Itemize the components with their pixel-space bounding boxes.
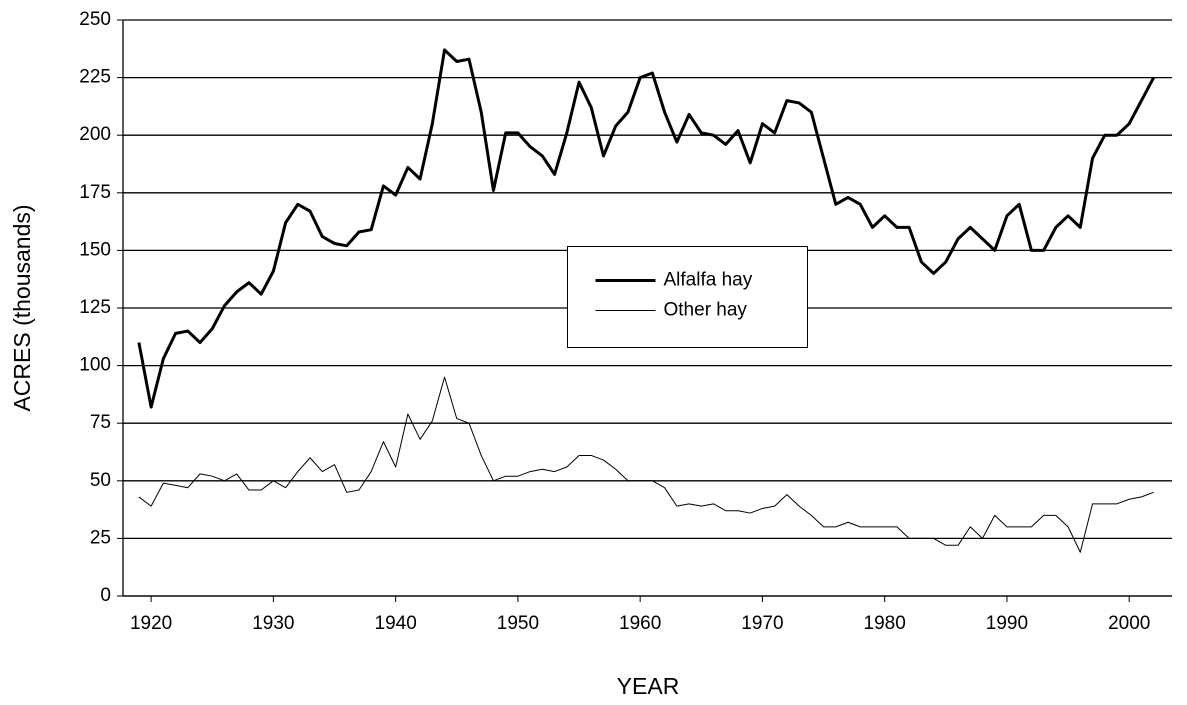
y-tick-label: 250 [79, 9, 111, 30]
y-tick-label: 200 [79, 124, 111, 145]
x-tick-label: 1950 [497, 613, 539, 634]
y-tick-label: 50 [90, 470, 111, 491]
y-tick-label: 125 [79, 297, 111, 318]
y-tick-label: 25 [90, 527, 111, 548]
y-axis-label: ACRES (thousands) [9, 204, 35, 411]
data-line [138, 376, 1154, 553]
x-tick-label: 1930 [252, 613, 294, 634]
x-tick-label: 1960 [619, 613, 661, 634]
legend-label: Other hay [664, 300, 748, 321]
legend-label: Alfalfa hay [664, 270, 753, 291]
x-tick-label: 1940 [375, 613, 417, 634]
y-tick-label: 175 [79, 182, 111, 203]
x-tick-label: 1970 [741, 613, 783, 634]
y-tick-label: 0 [100, 585, 111, 606]
data-line [137, 48, 1155, 409]
y-tick-label: 150 [79, 239, 111, 260]
x-tick-label: 2000 [1108, 613, 1150, 634]
y-tick-label: 75 [90, 412, 111, 433]
y-tick-label: 100 [79, 355, 111, 376]
x-tick-label: 1990 [986, 613, 1028, 634]
legend-box [567, 246, 808, 348]
x-axis-label: YEAR [617, 673, 680, 699]
x-tick-label: 1920 [130, 613, 172, 634]
y-tick-label: 225 [79, 67, 111, 88]
x-tick-label: 1980 [864, 613, 906, 634]
